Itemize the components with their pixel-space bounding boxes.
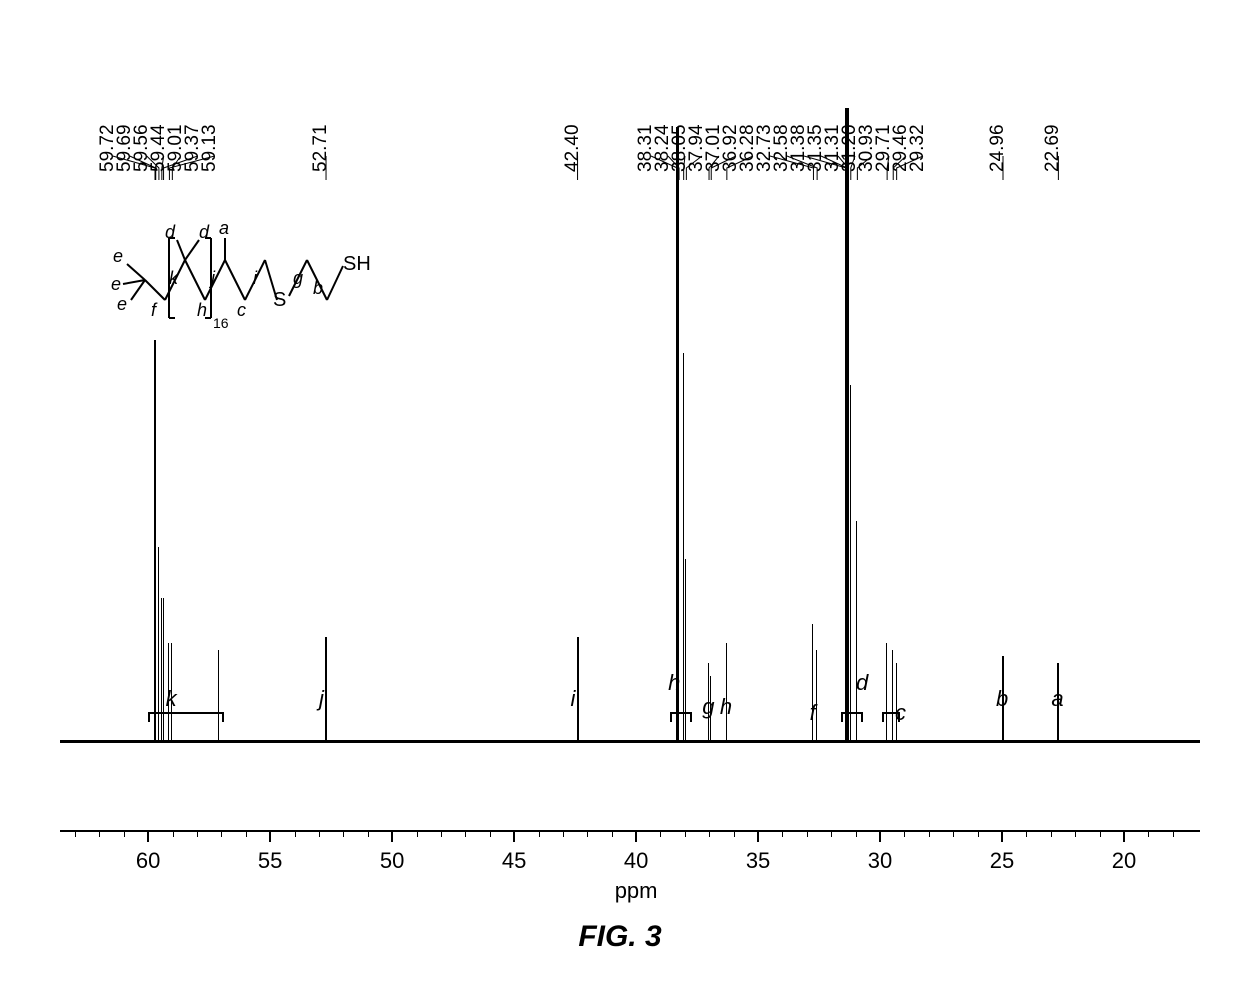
- svg-text:f: f: [151, 300, 158, 320]
- svg-text:SH: SH: [343, 253, 371, 275]
- minor-tick: [1026, 830, 1027, 837]
- minor-tick: [587, 830, 588, 837]
- svg-text:S: S: [273, 289, 286, 311]
- svg-text:c: c: [237, 300, 246, 320]
- minor-tick: [1100, 830, 1101, 837]
- minor-tick: [99, 830, 100, 837]
- tick-label: 20: [1112, 848, 1136, 874]
- minor-tick: [1075, 830, 1076, 837]
- major-tick: [513, 830, 515, 842]
- tick-label: 40: [624, 848, 648, 874]
- svg-text:g: g: [293, 268, 303, 288]
- minor-tick: [343, 830, 344, 837]
- svg-text:b: b: [313, 278, 323, 298]
- svg-text:i: i: [253, 268, 258, 288]
- tick-label: 50: [380, 848, 404, 874]
- minor-tick: [782, 830, 783, 837]
- major-tick: [269, 830, 271, 842]
- minor-tick: [807, 830, 808, 837]
- minor-tick: [246, 830, 247, 837]
- minor-tick: [465, 830, 466, 837]
- svg-text:16: 16: [213, 315, 229, 330]
- minor-tick: [563, 830, 564, 837]
- minor-tick: [1148, 830, 1149, 837]
- svg-text:e: e: [111, 274, 121, 294]
- svg-text:j: j: [208, 268, 216, 288]
- minor-tick: [173, 830, 174, 837]
- minor-tick: [831, 830, 832, 837]
- minor-tick: [685, 830, 686, 837]
- major-tick: [1001, 830, 1003, 842]
- minor-tick: [904, 830, 905, 837]
- axis-label: ppm: [615, 878, 658, 904]
- minor-tick: [1051, 830, 1052, 837]
- x-axis: 60 55 50 45 40 35 30 25 20 ppm: [0, 0, 1240, 991]
- minor-tick: [124, 830, 125, 837]
- major-tick: [757, 830, 759, 842]
- minor-tick: [953, 830, 954, 837]
- tick-label: 60: [136, 848, 160, 874]
- chemical-structure: eeefkddh16jaciSgbSH: [110, 210, 440, 330]
- svg-text:e: e: [117, 294, 127, 314]
- minor-tick: [441, 830, 442, 837]
- tick-label: 30: [868, 848, 892, 874]
- minor-tick: [660, 830, 661, 837]
- minor-tick: [221, 830, 222, 837]
- major-tick: [1123, 830, 1125, 842]
- minor-tick: [612, 830, 613, 837]
- tick-label: 45: [502, 848, 526, 874]
- minor-tick: [929, 830, 930, 837]
- figure-frame: kjihghfdcba59.7259.6959.5659.4459.0159.3…: [0, 0, 1240, 991]
- minor-tick: [75, 830, 76, 837]
- svg-text:k: k: [169, 268, 179, 288]
- svg-text:a: a: [219, 218, 229, 238]
- minor-tick: [295, 830, 296, 837]
- tick-label: 25: [990, 848, 1014, 874]
- minor-tick: [978, 830, 979, 837]
- axis-line: [60, 830, 1200, 832]
- minor-tick: [856, 830, 857, 837]
- major-tick: [391, 830, 393, 842]
- tick-label: 35: [746, 848, 770, 874]
- minor-tick: [417, 830, 418, 837]
- minor-tick: [490, 830, 491, 837]
- svg-text:d: d: [165, 222, 176, 242]
- minor-tick: [709, 830, 710, 837]
- minor-tick: [539, 830, 540, 837]
- minor-tick: [734, 830, 735, 837]
- minor-tick: [1173, 830, 1174, 837]
- minor-tick: [197, 830, 198, 837]
- major-tick: [147, 830, 149, 842]
- major-tick: [635, 830, 637, 842]
- tick-label: 55: [258, 848, 282, 874]
- minor-tick: [368, 830, 369, 837]
- minor-tick: [319, 830, 320, 837]
- figure-caption: FIG. 3: [0, 920, 1240, 954]
- svg-text:e: e: [113, 246, 123, 266]
- major-tick: [879, 830, 881, 842]
